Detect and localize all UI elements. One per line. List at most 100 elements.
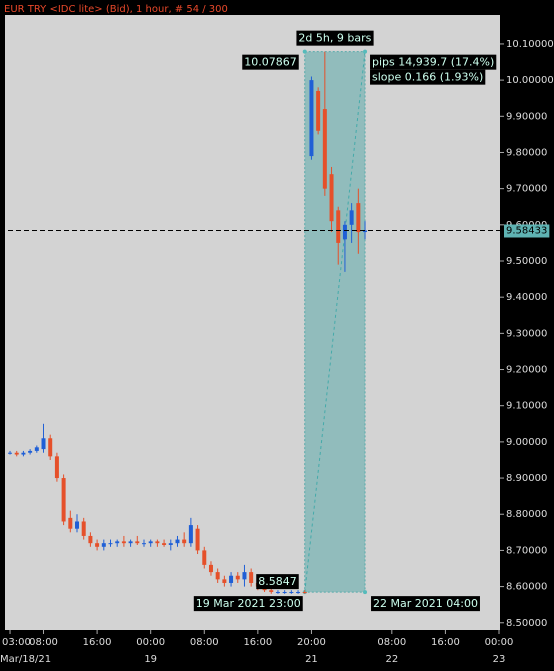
- candle-body: [235, 575, 240, 580]
- y-tick-label: 10.10000: [506, 39, 554, 50]
- candle-body: [296, 592, 301, 594]
- measure-high: 10.07867: [244, 56, 297, 69]
- candle-body: [302, 592, 307, 594]
- candle-body: [34, 447, 39, 451]
- candle-body: [229, 575, 234, 583]
- candle-body: [242, 572, 247, 580]
- x-tick-label: 08:00: [190, 637, 219, 648]
- candle-body: [48, 438, 53, 457]
- candle-body: [182, 539, 187, 544]
- candle-body: [356, 203, 361, 233]
- chart-title: EUR TRY <IDC lite> (Bid), 1 hour, # 54 /…: [4, 4, 228, 15]
- x-tick-label: 08:00: [29, 637, 58, 648]
- measure-start-box: [193, 596, 303, 612]
- x-tick-label: 16:00: [83, 637, 112, 648]
- candle-body: [208, 564, 213, 573]
- candle-body: [363, 230, 368, 233]
- x-tick-label: 16:00: [243, 637, 272, 648]
- candle-body: [349, 210, 354, 225]
- candle-body: [88, 535, 93, 544]
- measure-handle: [363, 590, 368, 595]
- date-label: 22: [385, 654, 398, 665]
- measure-handle: [302, 49, 307, 54]
- candle-body: [141, 543, 146, 545]
- measure-handle: [363, 49, 368, 54]
- measure-low: 8.5847: [258, 575, 297, 588]
- candle-body: [128, 541, 133, 544]
- candle-body: [155, 541, 160, 544]
- candle-body: [54, 456, 59, 479]
- candle-body: [162, 543, 167, 545]
- candle-body: [222, 579, 227, 583]
- date-label: 23: [493, 654, 506, 665]
- date-label: 21: [305, 654, 318, 665]
- candle-body: [21, 452, 26, 455]
- measure-pips: pips 14,939.7 (17.4%): [372, 56, 494, 69]
- candle-body: [329, 174, 334, 222]
- candle-body: [175, 539, 180, 544]
- x-tick-label: 08:00: [377, 637, 406, 648]
- y-tick-label: 8.70000: [506, 545, 547, 556]
- y-tick-label: 9.30000: [506, 328, 547, 339]
- last-price-label: 9.58433: [506, 225, 547, 236]
- measure-slope: slope 0.166 (1.93%): [372, 71, 483, 84]
- measure-high-box: [242, 54, 299, 70]
- measure-pips-box: [370, 54, 497, 70]
- candle-body: [41, 438, 46, 450]
- candle-body: [322, 109, 327, 189]
- measure-slope-box: [370, 69, 486, 85]
- last-price-label-box: [504, 224, 550, 238]
- measure-end-box: [371, 596, 480, 612]
- candle-body: [168, 543, 173, 545]
- candle-body: [135, 541, 140, 544]
- y-tick-label: 8.90000: [506, 473, 547, 484]
- candle-body: [249, 572, 254, 583]
- candle-body: [61, 478, 66, 522]
- candle-body: [115, 541, 120, 544]
- y-tick-label: 9.00000: [506, 437, 547, 448]
- candle-body: [28, 450, 33, 453]
- y-tick-label: 8.60000: [506, 582, 547, 593]
- y-tick-label: 9.90000: [506, 111, 547, 122]
- candle-body: [275, 592, 280, 594]
- candle-body: [289, 592, 294, 594]
- candle-body: [342, 224, 347, 240]
- x-tick-label: 16:00: [431, 637, 460, 648]
- measure-start: 19 Mar 2021 23:00: [196, 597, 301, 610]
- candle-body: [101, 543, 106, 547]
- y-tick-label: 9.10000: [506, 401, 547, 412]
- candle-body: [215, 572, 220, 580]
- candle-body: [68, 517, 73, 529]
- measure-duration: 2d 5h, 9 bars: [298, 32, 371, 45]
- candle-body: [336, 210, 341, 243]
- x-tick-label: 20:00: [297, 637, 326, 648]
- date-label: 19: [144, 654, 157, 665]
- candle-body: [95, 543, 100, 547]
- x-tick-label: 00:00: [136, 637, 165, 648]
- candle-body: [14, 452, 19, 455]
- y-tick-label: 9.80000: [506, 147, 547, 158]
- measure-end: 22 Mar 2021 04:00: [373, 597, 478, 610]
- measure-diagonal: [304, 51, 366, 593]
- candle-body: [188, 525, 193, 544]
- candle-body: [108, 543, 113, 545]
- measure-low-box: [256, 574, 299, 590]
- plot-area: [5, 15, 500, 630]
- date-label: Mar/18/21: [0, 654, 51, 665]
- y-tick-label: 10.00000: [506, 75, 554, 86]
- candle-body: [8, 452, 13, 454]
- candle-body: [81, 521, 86, 536]
- candle-body: [195, 528, 200, 551]
- y-tick-label: 9.20000: [506, 365, 547, 376]
- candle-body: [309, 80, 314, 157]
- candle-body: [121, 541, 126, 544]
- y-tick-label: 9.50000: [506, 256, 547, 267]
- candle-body: [75, 521, 80, 529]
- candle-body: [148, 541, 153, 544]
- y-tick-label: 8.50000: [506, 618, 547, 629]
- y-tick-label: 9.40000: [506, 292, 547, 303]
- candle-body: [202, 550, 207, 565]
- x-tick-label: 03:00: [2, 637, 31, 648]
